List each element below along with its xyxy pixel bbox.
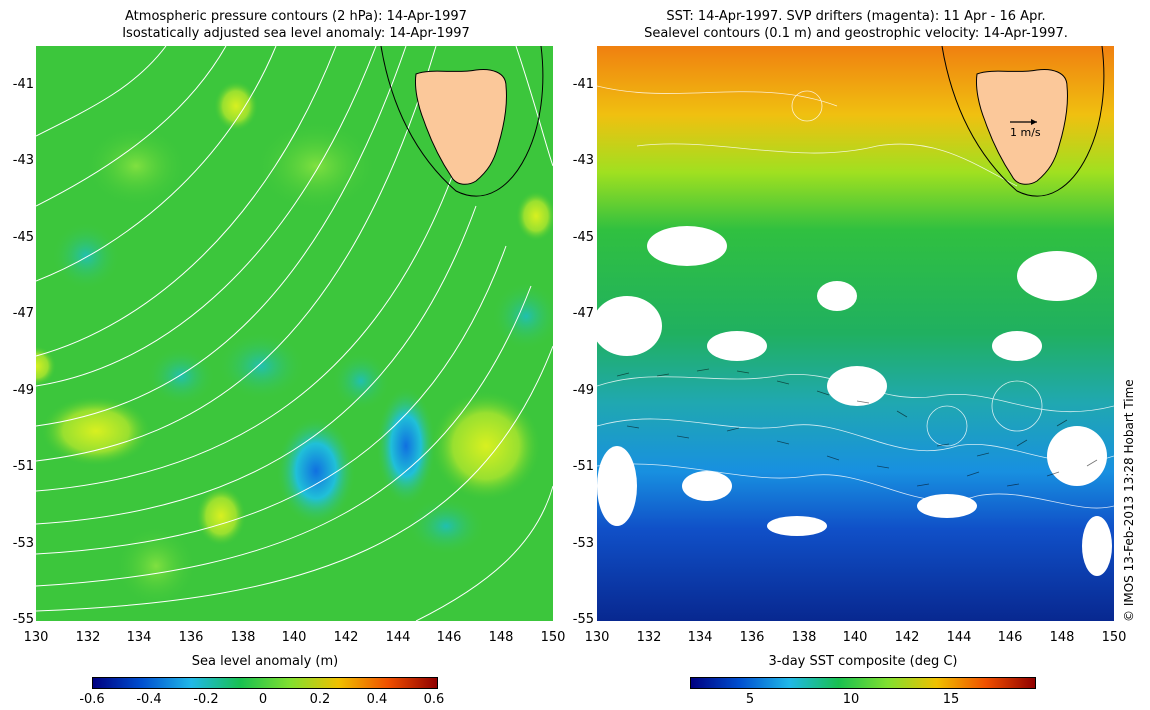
right-title-line2: Sealevel contours (0.1 m) and geostrophi… xyxy=(644,26,1068,41)
left-x-tick: 134 xyxy=(126,630,152,645)
left-y-tick: -51 xyxy=(12,459,34,474)
right-y-tick: -53 xyxy=(572,536,594,551)
right-y-tick: -51 xyxy=(572,459,594,474)
tasmania-land xyxy=(415,69,507,185)
left-colorbar-tick: -0.4 xyxy=(136,692,162,707)
right-x-tick: 138 xyxy=(791,630,817,645)
left-x-tick: 138 xyxy=(230,630,256,645)
right-x-tick: 150 xyxy=(1101,630,1127,645)
right-colorbar-tick: 15 xyxy=(942,692,960,707)
right-colorbar-tick: 10 xyxy=(842,692,860,707)
left-colorbar-tick: -0.2 xyxy=(193,692,219,707)
right-x-tick: 146 xyxy=(997,630,1023,645)
left-x-tick: 140 xyxy=(281,630,307,645)
sea-level-anomaly-map xyxy=(36,46,553,621)
tasmania-land-sst xyxy=(976,69,1068,185)
sst-map xyxy=(597,46,1114,621)
right-x-tick: 148 xyxy=(1049,630,1075,645)
right-y-tick: -55 xyxy=(572,612,594,627)
right-x-tick: 130 xyxy=(584,630,610,645)
right-colorbar-label: 3-day SST composite (deg C) xyxy=(768,654,958,669)
left-colorbar-label: Sea level anomaly (m) xyxy=(191,654,339,669)
left-colorbar-tick: 0.4 xyxy=(366,692,388,707)
left-x-tick: 142 xyxy=(333,630,359,645)
left-x-tick: 150 xyxy=(540,630,566,645)
sst-colorbar xyxy=(690,677,1036,689)
left-x-tick: 144 xyxy=(385,630,411,645)
right-x-tick: 134 xyxy=(687,630,713,645)
left-y-tick: -43 xyxy=(12,153,34,168)
credit-text: © IMOS 13-Feb-2013 13:28 Hobart Time xyxy=(1122,379,1136,622)
left-y-tick: -47 xyxy=(12,306,34,321)
right-x-tick: 144 xyxy=(946,630,972,645)
right-x-tick: 136 xyxy=(739,630,765,645)
left-x-tick: 130 xyxy=(23,630,49,645)
right-colorbar-tick: 5 xyxy=(745,692,755,707)
left-colorbar-tick: -0.6 xyxy=(79,692,105,707)
left-y-tick: -49 xyxy=(12,383,34,398)
left-x-tick: 136 xyxy=(178,630,204,645)
left-colorbar-tick: 0.2 xyxy=(309,692,331,707)
left-x-tick: 148 xyxy=(488,630,514,645)
left-y-tick: -53 xyxy=(12,536,34,551)
right-y-tick: -43 xyxy=(572,153,594,168)
right-x-tick: 132 xyxy=(636,630,662,645)
left-colorbar-tick: 0.6 xyxy=(423,692,445,707)
left-colorbar-tick: 0 xyxy=(258,692,268,707)
scale-arrow-label: 1 m/s xyxy=(1010,126,1041,139)
right-title: SST: 14-Apr-1997. SVP drifters (magenta)… xyxy=(596,8,1116,42)
right-y-tick: -49 xyxy=(572,383,594,398)
left-x-tick: 132 xyxy=(75,630,101,645)
left-title: Atmospheric pressure contours (2 hPa): 1… xyxy=(36,8,556,42)
left-y-tick: -55 xyxy=(12,612,34,627)
left-y-tick: -41 xyxy=(12,77,34,92)
left-x-tick: 146 xyxy=(436,630,462,645)
right-y-tick: -45 xyxy=(572,230,594,245)
right-title-line1: SST: 14-Apr-1997. SVP drifters (magenta)… xyxy=(666,9,1046,24)
sea-level-colorbar xyxy=(92,677,438,689)
left-title-line1: Atmospheric pressure contours (2 hPa): 1… xyxy=(125,9,467,24)
right-x-tick: 142 xyxy=(894,630,920,645)
left-title-line2: Isostatically adjusted sea level anomaly… xyxy=(122,26,470,41)
right-y-tick: -41 xyxy=(572,77,594,92)
left-y-tick: -45 xyxy=(12,230,34,245)
right-y-tick: -47 xyxy=(572,306,594,321)
right-x-tick: 140 xyxy=(842,630,868,645)
